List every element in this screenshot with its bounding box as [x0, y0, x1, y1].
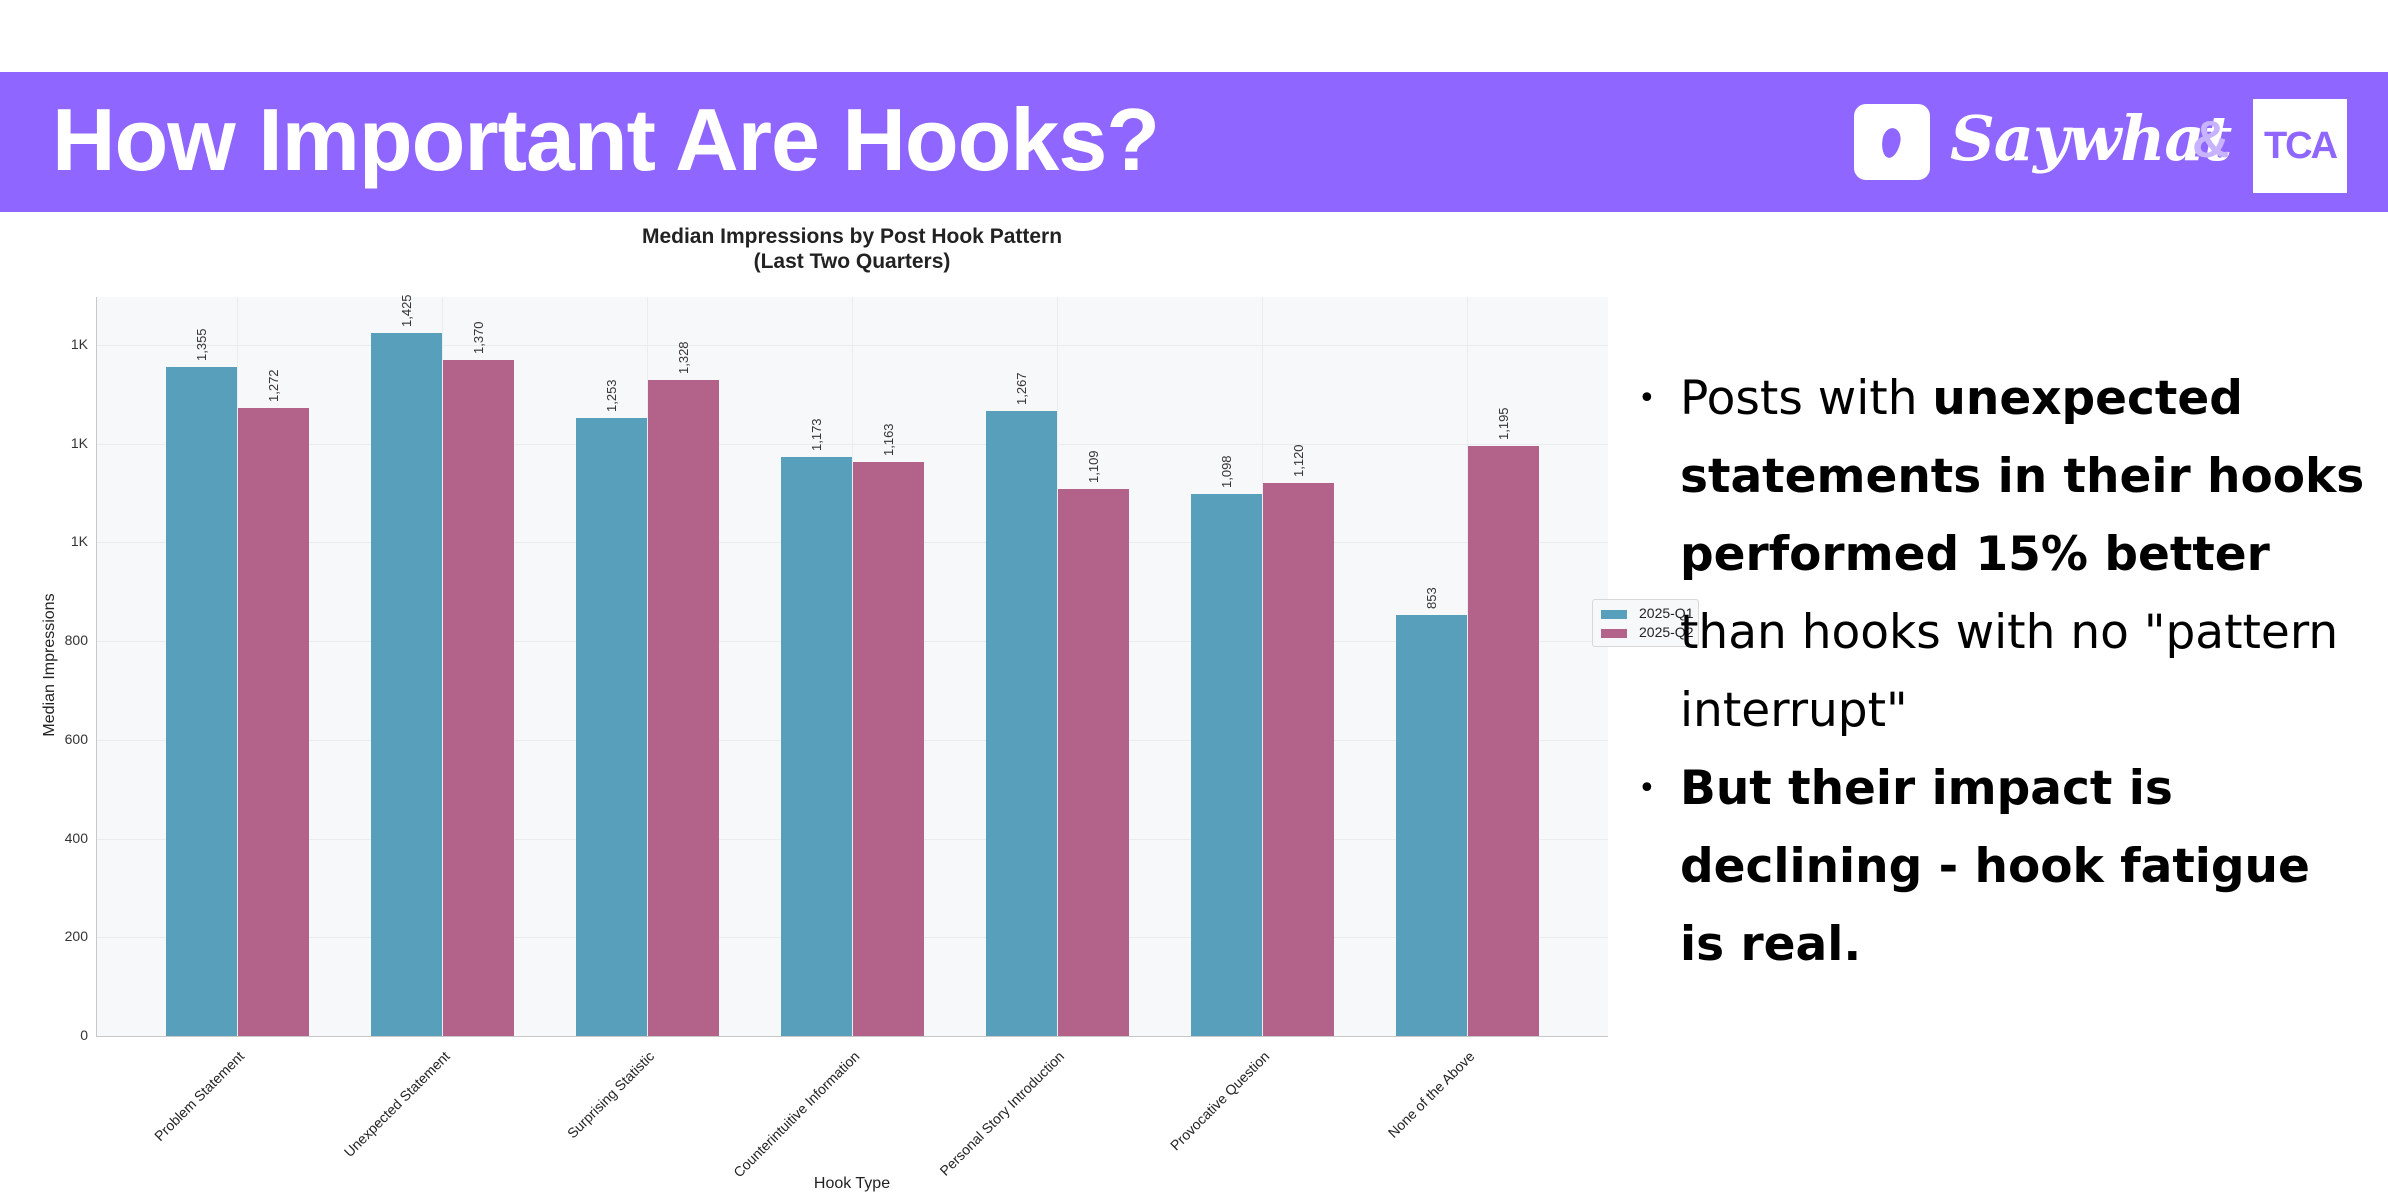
header-banner: How Important Are Hooks? Saywhat & TCA	[0, 72, 2388, 212]
bar-value-label: 1,173	[808, 418, 824, 451]
gridline-vertical	[1057, 297, 1058, 1036]
brand-name: Saywhat	[1950, 102, 2232, 175]
bullet-list: • Posts with unexpected statements in th…	[1630, 360, 2370, 984]
bar-2025-q1	[781, 457, 852, 1036]
gridline-vertical	[852, 297, 853, 1036]
bar-2025-q2	[238, 408, 309, 1036]
tca-logo: TCA	[2253, 99, 2347, 193]
x-tick-label: Counterintuitive Information	[729, 1048, 863, 1181]
bar-value-label: 853	[1423, 587, 1439, 609]
bullet-item: • But their impact is declining - hook f…	[1630, 750, 2370, 984]
bar-2025-q2	[853, 461, 924, 1036]
bar-2025-q1	[1396, 614, 1467, 1036]
bar-value-label: 1,195	[1495, 407, 1511, 441]
chart-title: Median Impressions by Post Hook Pattern …	[452, 224, 1252, 274]
x-tick-label: Problem Statement	[151, 1048, 248, 1145]
bar-value-label: 1,267	[1013, 372, 1029, 405]
bar-2025-q1	[166, 367, 237, 1036]
plot-area: 1,355 1,272 1,425 1,370 1,253 1,328 1,173 1,163…	[96, 294, 1699, 1037]
bullet-dot-icon: •	[1638, 771, 1656, 806]
bar-2025-q2	[1263, 483, 1334, 1036]
x-tick-label: Personal Story Introduction	[936, 1048, 1068, 1179]
y-tick-label: 200	[64, 928, 88, 945]
bullet-item: • Posts with unexpected statements in th…	[1630, 360, 2370, 750]
ampersand: &	[2192, 111, 2230, 169]
x-tick-label: Provocative Question	[1166, 1048, 1273, 1154]
bar-2025-q1	[986, 410, 1057, 1036]
tca-logo-text: TCA	[2263, 125, 2338, 167]
bar-value-label: 1,425	[398, 294, 414, 327]
bar-value-label: 1,109	[1085, 450, 1101, 483]
gridline-vertical	[1467, 297, 1468, 1036]
bar-2025-q1	[371, 332, 442, 1036]
gridline-horizontal	[97, 937, 1608, 939]
bar-2025-q2	[443, 359, 514, 1036]
y-axis-title: Median Impressions	[41, 593, 58, 737]
gridline-horizontal	[97, 542, 1608, 544]
bar-value-label: 1,120	[1290, 444, 1306, 478]
bullet-text: than hooks with no "pattern interrupt"	[1680, 605, 2339, 738]
x-tick-label: None of the Above	[1384, 1048, 1478, 1141]
legend-label-q1: 2025-Q1	[1639, 605, 1694, 621]
bar-value-label: 1,355	[193, 328, 209, 362]
gridline-horizontal	[97, 838, 1608, 840]
x-tick-label: Unexpected Statement	[340, 1048, 453, 1161]
gridline-vertical	[237, 297, 238, 1036]
gridline-horizontal	[97, 443, 1608, 445]
saywhat-logo-icon	[1854, 104, 1930, 180]
bar-value-label: 1,328	[675, 341, 691, 375]
chart-legend: 2025-Q1 2025-Q2	[1592, 599, 1699, 647]
page-title: How Important Are Hooks?	[52, 90, 1160, 189]
bullet-bold-text: unexpected statements in their hooks per…	[1680, 371, 2365, 582]
bullet-bold-text: But their impact is declining - hook fat…	[1680, 761, 2310, 972]
y-tick-label: 1K	[70, 335, 88, 352]
bar-2025-q2	[648, 380, 719, 1036]
bullet-dot-icon: •	[1638, 381, 1656, 416]
bar-value-label: 1,272	[265, 369, 281, 403]
chart-title-line1: Median Impressions by Post Hook Pattern	[641, 225, 1063, 248]
bar-value-label: 1,253	[603, 378, 619, 412]
bar-2025-q2	[1468, 446, 1539, 1036]
x-tick-label: Surprising Statistic	[564, 1048, 658, 1142]
gridline-horizontal	[97, 641, 1608, 643]
bar-value-label: 1,163	[880, 423, 896, 456]
bar-value-label: 1,098	[1218, 455, 1234, 489]
y-tick-label: 800	[64, 632, 88, 649]
bar-2025-q1	[576, 417, 647, 1036]
y-tick-label: 400	[64, 829, 88, 846]
gridline-horizontal	[97, 739, 1608, 741]
y-tick-label: 600	[64, 730, 88, 747]
bar-2025-q2	[1058, 488, 1129, 1036]
gridline-vertical	[442, 297, 443, 1036]
y-tick-label: 0	[80, 1027, 88, 1043]
bullet-text: Posts with	[1680, 371, 1933, 426]
legend-swatch-q2	[1601, 629, 1627, 638]
chart-title-line2: (Last Two Quarters)	[753, 250, 951, 273]
gridline-vertical	[1262, 297, 1263, 1036]
gridline-horizontal	[97, 344, 1608, 346]
y-tick-label: 1K	[70, 434, 88, 451]
gridline-vertical	[647, 297, 648, 1036]
bar-value-label: 1,370	[470, 321, 486, 354]
legend-swatch-q1	[1601, 610, 1627, 619]
bar-2025-q1	[1191, 494, 1262, 1036]
x-axis-title: Hook Type	[813, 1175, 891, 1192]
drop-icon	[1879, 126, 1903, 160]
legend-label-q2: 2025-Q2	[1639, 624, 1694, 640]
y-tick-label: 1K	[70, 533, 88, 550]
